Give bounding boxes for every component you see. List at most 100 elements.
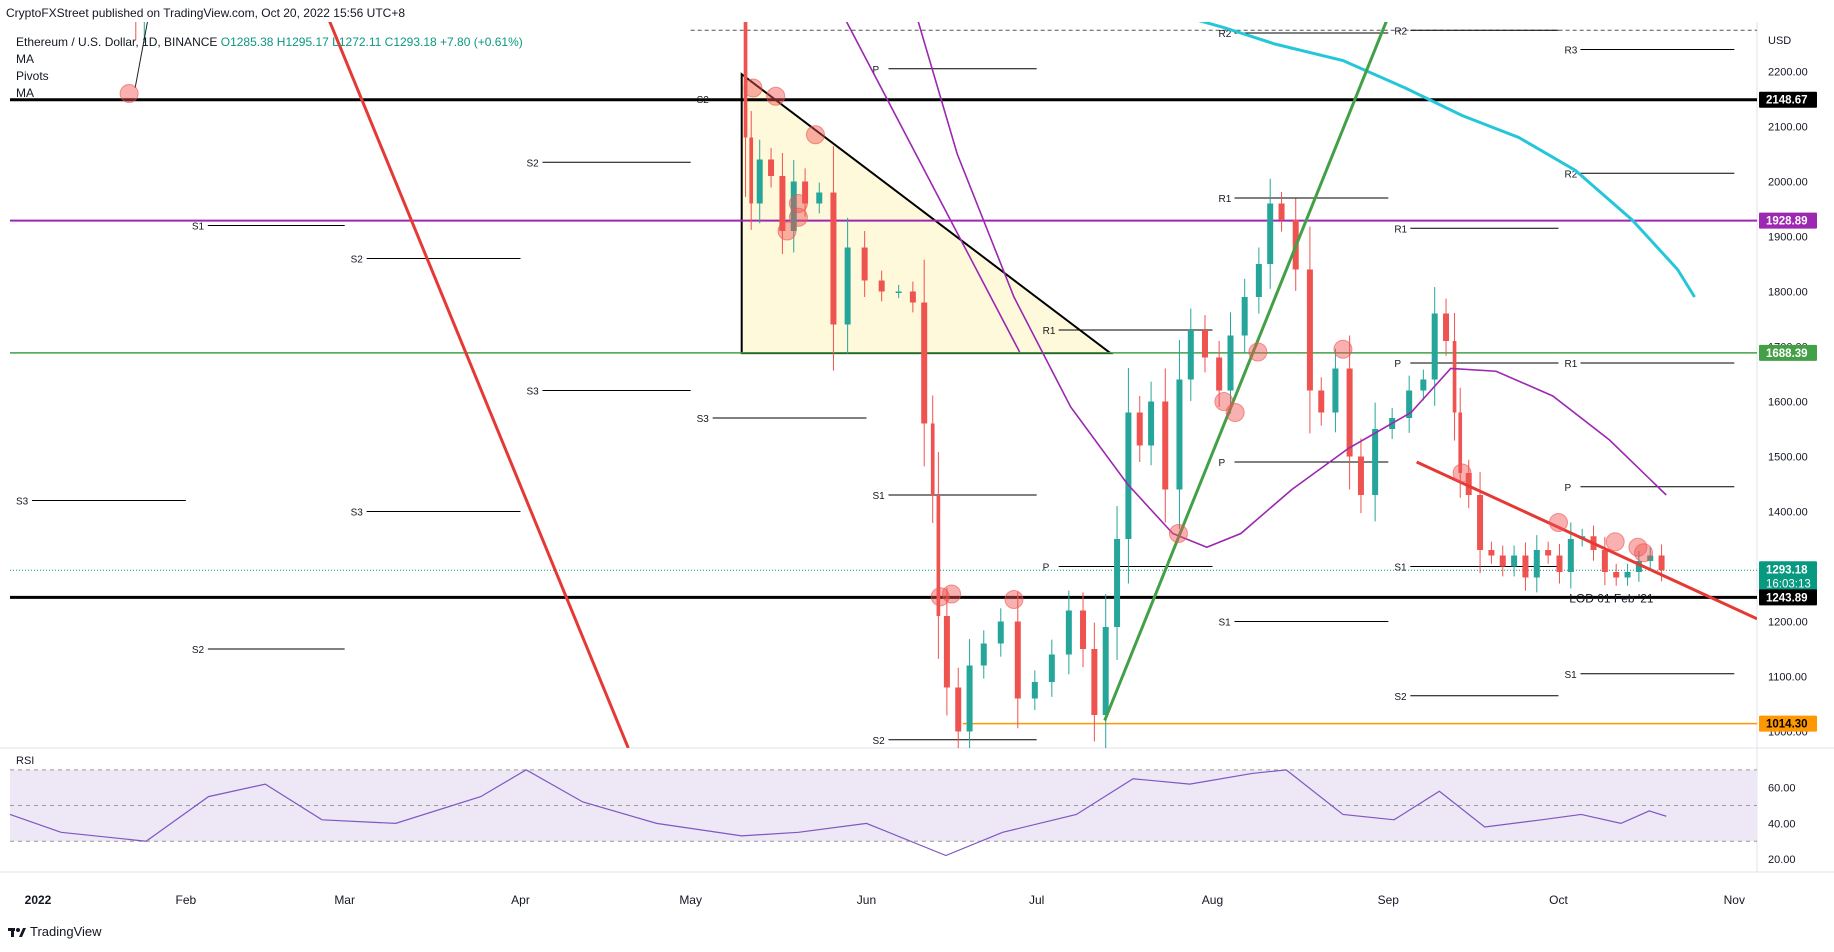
candle-body[interactable]: [1601, 550, 1608, 572]
candle-body[interactable]: [1443, 313, 1450, 342]
candle-body[interactable]: [1318, 390, 1325, 413]
ma-purple-line[interactable]: [901, 0, 1667, 549]
candle-body[interactable]: [790, 181, 797, 232]
candle-body[interactable]: [1216, 357, 1223, 391]
candle-body[interactable]: [1452, 341, 1457, 413]
touch-marker: [119, 84, 139, 103]
price-tag-label: 1928.89: [1766, 216, 1808, 228]
trendline-green-rising[interactable]: [1103, 17, 1389, 722]
candle-body[interactable]: [966, 665, 973, 732]
candle-body[interactable]: [1511, 555, 1518, 567]
candle-body[interactable]: [997, 621, 1004, 644]
candle-body[interactable]: [816, 192, 823, 204]
indicator-pivots[interactable]: Pivots: [16, 69, 49, 83]
indicator-ma-1[interactable]: MA: [16, 52, 34, 66]
candle-body[interactable]: [878, 280, 885, 292]
candle-body[interactable]: [1278, 203, 1285, 221]
candle-body[interactable]: [1556, 555, 1563, 573]
candle-body[interactable]: [1346, 368, 1353, 457]
candle-body[interactable]: [936, 495, 941, 616]
candle-body[interactable]: [1488, 550, 1495, 556]
candle-body[interactable]: [930, 423, 935, 496]
candle-body[interactable]: [1031, 682, 1038, 699]
candle-body[interactable]: [756, 159, 763, 204]
touch-marker: [788, 207, 808, 227]
candle-body[interactable]: [1148, 401, 1155, 446]
rsi-pane: RSI 60.00 40.00 20.00: [9, 755, 1796, 866]
candle-body[interactable]: [861, 247, 868, 281]
price-tag-box[interactable]: [1759, 715, 1817, 732]
candle-body[interactable]: [1080, 610, 1087, 650]
pivot-label-r2: R2: [1218, 29, 1231, 40]
candle-body[interactable]: [1635, 561, 1642, 572]
ma-cyan-line[interactable]: [1184, 17, 1696, 298]
candle-body[interactable]: [1227, 335, 1234, 391]
rsi-tick-label: 20.00: [1768, 854, 1796, 866]
candle-body[interactable]: [1458, 412, 1463, 474]
touch-marker: [1004, 590, 1024, 609]
footer-brand[interactable]: TradingView: [8, 924, 102, 939]
touch-marker: [1548, 513, 1568, 532]
candle-body[interactable]: [921, 302, 928, 424]
candle-body[interactable]: [1372, 429, 1379, 495]
candle-body[interactable]: [1658, 555, 1665, 571]
candle-body[interactable]: [1499, 555, 1506, 567]
candle-body[interactable]: [1114, 539, 1121, 627]
candle-body[interactable]: [1624, 572, 1631, 578]
candle-body[interactable]: [1567, 539, 1574, 572]
candle-body[interactable]: [1406, 390, 1413, 419]
candle-body[interactable]: [749, 137, 754, 204]
price-tag-box[interactable]: [1759, 561, 1817, 592]
trendline-red-falling-1[interactable]: [328, 17, 630, 749]
candle-body[interactable]: [1465, 473, 1472, 495]
price-axis: USD2200.002100.002000.001900.001800.0017…: [1759, 35, 1817, 739]
candle-body[interactable]: [1065, 610, 1072, 655]
candle-body[interactable]: [1176, 379, 1183, 490]
time-tick-label: Oct: [1549, 893, 1568, 907]
symbol-title[interactable]: Ethereum / U.S. Dollar, 1D, BINANCE: [16, 35, 218, 49]
candle-body[interactable]: [1125, 412, 1132, 540]
candle-body[interactable]: [1201, 330, 1208, 358]
candle-body[interactable]: [1091, 649, 1098, 715]
candle-body[interactable]: [1613, 572, 1620, 578]
indicator-ma-2[interactable]: MA: [16, 86, 34, 100]
candle-body[interactable]: [943, 616, 950, 688]
candle-body[interactable]: [1255, 264, 1262, 297]
price-tag-box[interactable]: [1759, 91, 1817, 108]
candle-body[interactable]: [895, 291, 902, 294]
price-tag-box[interactable]: [1759, 589, 1817, 606]
price-tag-box[interactable]: [1759, 212, 1817, 229]
candle-body[interactable]: [1048, 654, 1055, 683]
candle-body[interactable]: [1162, 401, 1169, 490]
candle-body[interactable]: [743, 0, 748, 138]
candle-body[interactable]: [1357, 456, 1364, 496]
candle-body[interactable]: [1545, 550, 1552, 556]
candle-body[interactable]: [1431, 313, 1438, 380]
candle-body[interactable]: [844, 247, 851, 325]
price-tag-box[interactable]: [1759, 344, 1817, 361]
candle-body[interactable]: [1522, 555, 1529, 578]
candle-body[interactable]: [1102, 627, 1109, 715]
candle-body[interactable]: [1332, 368, 1339, 413]
trendline-red-falling-2[interactable]: [1416, 460, 1757, 621]
candle-body[interactable]: [955, 687, 962, 732]
candle-body[interactable]: [1241, 297, 1248, 336]
candle-body[interactable]: [1533, 550, 1540, 578]
candle-body[interactable]: [779, 176, 786, 231]
trendline-purple-early[interactable]: [844, 17, 1021, 353]
candle-body[interactable]: [1267, 203, 1274, 265]
candle-body[interactable]: [1420, 379, 1427, 391]
candle-body[interactable]: [830, 192, 837, 325]
candle-body[interactable]: [1306, 269, 1313, 391]
candle-body[interactable]: [980, 643, 987, 666]
candle-body[interactable]: [768, 159, 775, 177]
candle-body[interactable]: [1477, 495, 1484, 550]
candle-body[interactable]: [1187, 330, 1194, 380]
rsi-line[interactable]: [9, 769, 1667, 857]
ohlc-values: O1285.38 H1295.17 L1272.11 C1293.18 +7.8…: [220, 35, 523, 49]
candle-body[interactable]: [1014, 621, 1021, 699]
candle-body[interactable]: [1136, 412, 1143, 446]
candle-body[interactable]: [909, 291, 916, 303]
candle-body[interactable]: [802, 181, 809, 204]
